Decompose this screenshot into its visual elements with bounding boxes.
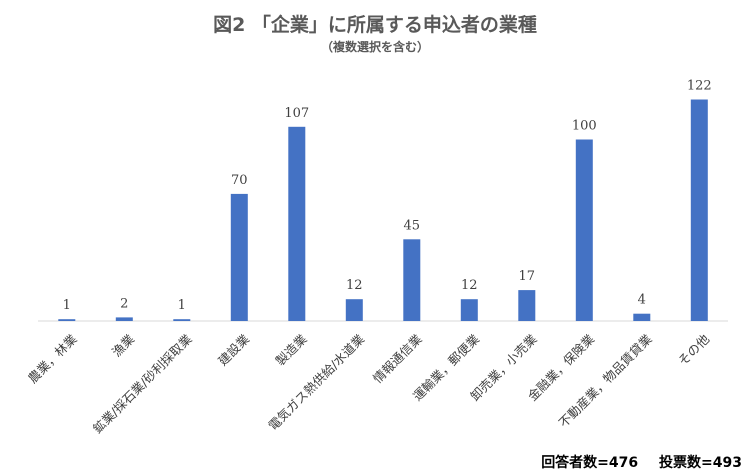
category-label: 不動産業，物品賃貸業 <box>556 331 655 430</box>
data-label: 1 <box>178 298 186 313</box>
data-label: 12 <box>461 278 478 293</box>
bar <box>58 319 76 321</box>
bar <box>173 319 191 321</box>
respondents-count: 回答者数=476 <box>541 455 639 471</box>
bar <box>403 239 421 321</box>
bar <box>115 317 133 321</box>
votes-count: 投票数=493 <box>659 455 742 471</box>
chart-footer: 回答者数=476 投票数=493 <box>541 452 742 472</box>
bar <box>518 290 536 321</box>
data-label: 45 <box>404 218 421 233</box>
data-label: 17 <box>519 269 536 284</box>
data-label: 12 <box>346 278 363 293</box>
data-label: 1 <box>63 298 71 313</box>
chart-subtitle: （複数選択を含む） <box>320 40 429 54</box>
data-label: 122 <box>687 79 712 94</box>
category-label: その他 <box>675 331 712 368</box>
category-label: 建設業 <box>215 331 252 368</box>
bar <box>575 139 593 321</box>
bar <box>690 99 708 321</box>
bar <box>633 313 651 321</box>
bar <box>460 299 478 321</box>
category-label: 製造業 <box>273 331 310 368</box>
category-label: 情報通信業 <box>370 331 425 386</box>
chart-title: 図2 「企業」に所属する申込者の業種 <box>213 14 537 36</box>
bar <box>230 193 248 321</box>
bar <box>288 126 306 321</box>
bar <box>345 299 363 321</box>
data-label: 70 <box>231 173 248 188</box>
data-label: 4 <box>638 293 646 308</box>
category-label: 鉱業/採石業/砂利採取業 <box>90 331 195 436</box>
category-label: 農業，林業 <box>25 331 80 386</box>
data-label: 107 <box>284 106 309 121</box>
data-label: 2 <box>120 296 128 311</box>
data-label: 100 <box>572 119 597 134</box>
category-label: 電気ガス熱供給/水道業 <box>265 331 367 433</box>
category-label: 漁業 <box>109 331 138 360</box>
